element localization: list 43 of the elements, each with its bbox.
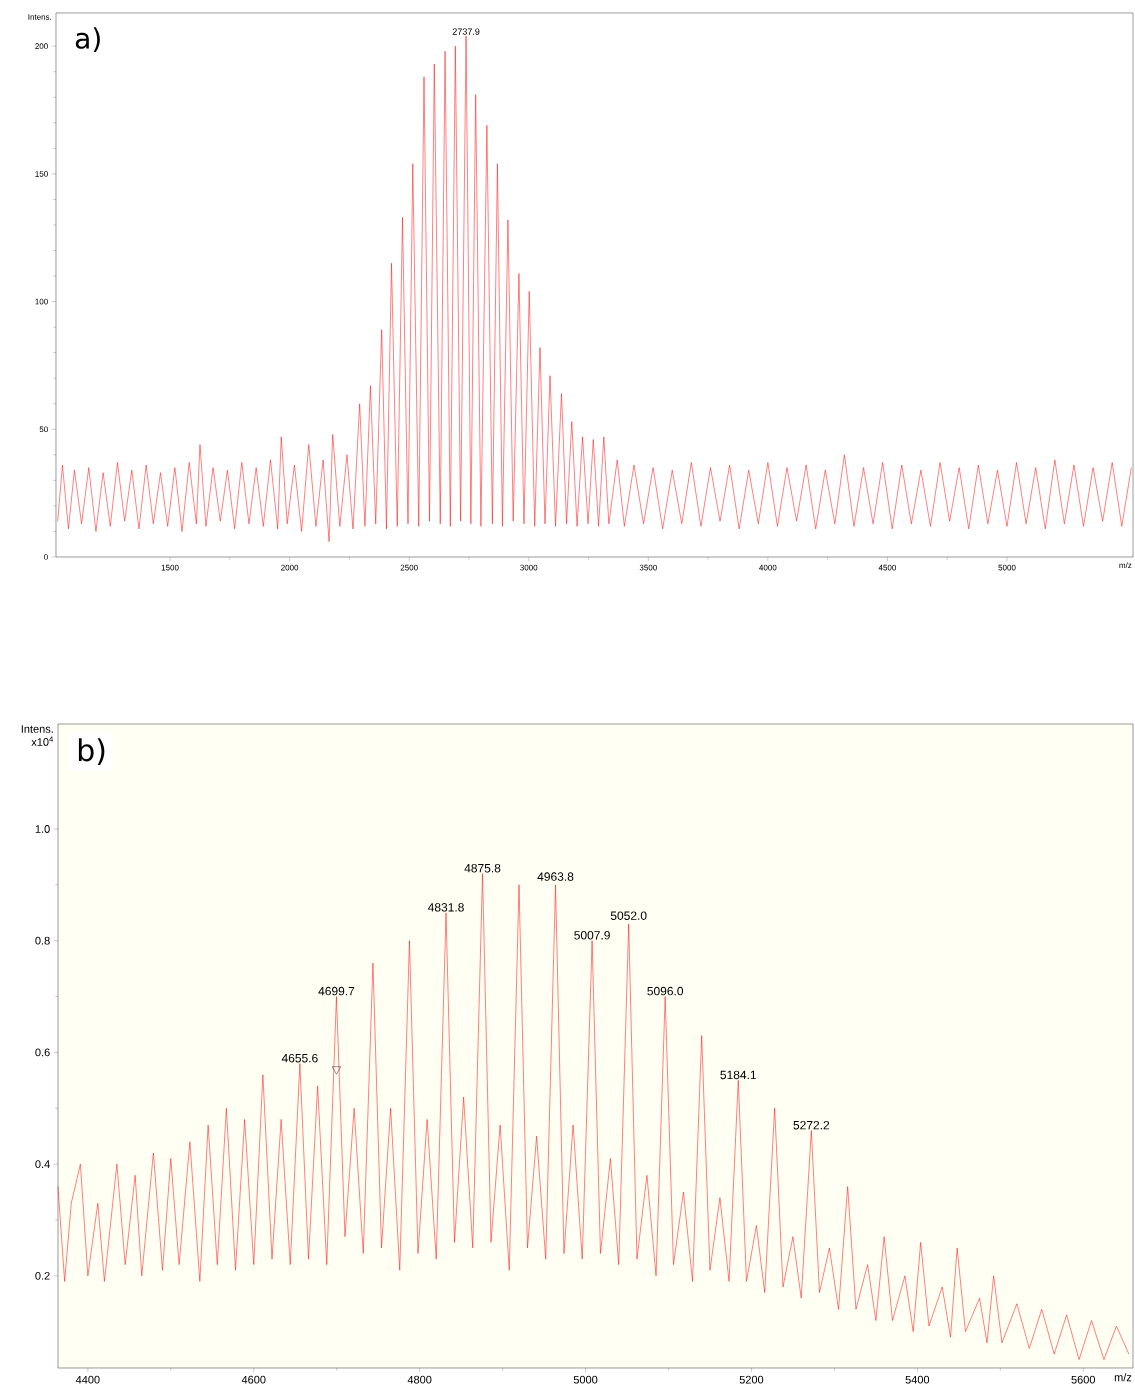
y-tick-label: 0.8 [35,936,50,945]
annotation: 2737.9 [452,28,480,35]
x-tick-label: 4400 [75,1375,100,1384]
y-tick-label: 150 [35,171,48,177]
x-tick-label: 5200 [739,1375,764,1384]
chart-title: a) [75,27,100,53]
x-tick-label: 5000 [573,1375,598,1384]
y-tick-label: 1.0 [35,825,50,833]
x-tick-label: 4000 [759,564,777,571]
line-series [57,873,1130,1360]
x-tick-label: 2500 [400,564,418,571]
annotation: 5007.9 [574,931,610,940]
x-tick-label: 3500 [639,564,657,571]
x-tick-label: 5000 [998,564,1016,571]
y-axis-title: Intens. x10$^{4}$ [21,725,54,746]
annotation: 4655.6 [281,1053,318,1063]
x-tick-label: 2000 [281,564,299,571]
annotation: 5052.0 [610,911,647,920]
x-tick-label: 3000 [520,564,538,571]
annotation: 4875.8 [464,863,501,873]
y-tick-label: 0 [44,554,48,560]
x-tick-label: 5400 [905,1375,930,1384]
annotation: 4963.8 [537,872,574,881]
x-axis-title: m/z [1119,562,1132,569]
annotation: 5096.0 [647,986,684,996]
y-tick-label: 0.2 [35,1271,50,1280]
y-tick-label: 200 [35,43,48,50]
x-tick-label: 5600 [1071,1375,1096,1384]
annotation: 5184.1 [720,1070,757,1080]
y-tick-label: 0.6 [35,1048,50,1057]
y-tick-label: 0.4 [35,1160,50,1169]
annotation: 4699.7 [318,986,355,996]
x-tick-label: 1500 [161,564,179,571]
y-axis-title: Intens. [28,14,52,20]
chart-title: b) [78,738,105,765]
x-tick-label: 4800 [407,1375,432,1384]
y-tick-label: 100 [35,298,48,305]
y-tick-label: 50 [39,426,48,433]
annotation: 5272.2 [793,1120,830,1130]
annotation: 4831.8 [427,903,464,912]
x-tick-label: 4600 [241,1375,266,1384]
x-axis-title: m/z [1114,1373,1132,1382]
x-tick-label: 4500 [878,564,897,571]
